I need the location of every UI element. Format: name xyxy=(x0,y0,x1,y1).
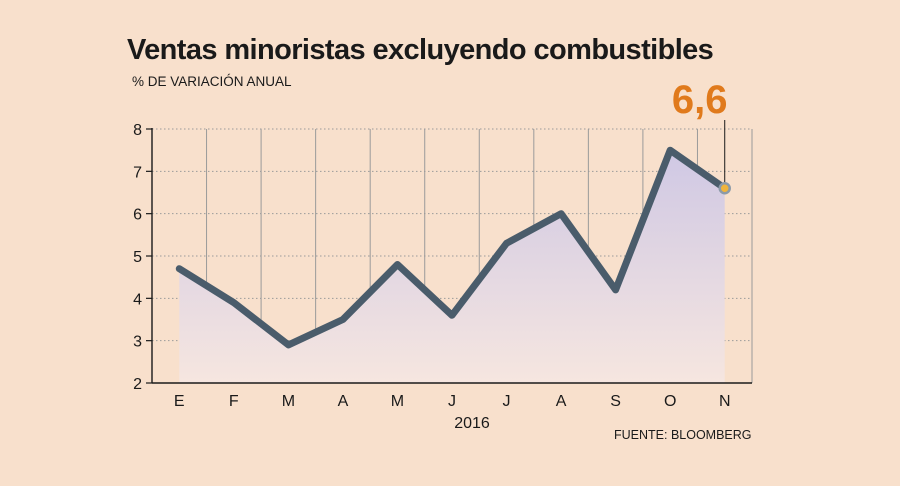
highlight-marker xyxy=(718,182,731,195)
y-tick-label: 8 xyxy=(133,122,142,139)
x-tick-label: J xyxy=(448,393,456,410)
area-fill xyxy=(179,150,725,383)
chart-title: Ventas minoristas excluyendo combustible… xyxy=(127,34,714,66)
chart-subtitle: % DE VARIACIÓN ANUAL xyxy=(132,74,292,89)
x-axis-label: 2016 xyxy=(454,415,490,432)
x-tick-label: M xyxy=(282,393,295,410)
x-tick-label: A xyxy=(556,393,567,410)
callout-value: 6,6 xyxy=(672,78,728,122)
y-tick-label: 5 xyxy=(133,249,142,266)
x-tick-label: E xyxy=(174,393,185,410)
x-tick-label: M xyxy=(391,393,404,410)
y-tick-label: 4 xyxy=(133,291,142,308)
x-tick-label: J xyxy=(503,393,511,410)
x-tick-label: O xyxy=(664,393,676,410)
y-tick-label: 7 xyxy=(133,164,142,181)
y-tick-label: 2 xyxy=(133,376,142,393)
source-note: FUENTE: BLOOMBERG xyxy=(614,428,752,442)
y-tick-label: 3 xyxy=(133,334,142,351)
y-tick-labels: 2 3 4 5 6 7 8 xyxy=(133,122,142,393)
x-tick-label: N xyxy=(719,393,731,410)
y-tick-label: 6 xyxy=(133,207,142,224)
x-tick-label: F xyxy=(229,393,239,410)
axes xyxy=(146,128,752,384)
x-tick-label: S xyxy=(610,393,621,410)
x-tick-label: A xyxy=(338,393,349,410)
